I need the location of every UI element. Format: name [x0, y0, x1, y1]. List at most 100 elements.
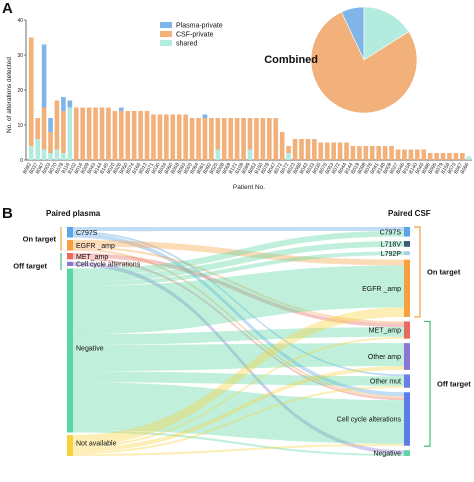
sankey-left-node — [67, 240, 73, 251]
pie-slice — [310, 11, 418, 114]
x-tick-label: B071 — [144, 162, 155, 175]
bar-segment — [427, 153, 433, 160]
sankey-link — [73, 385, 404, 454]
x-tick-label: B096 — [421, 162, 432, 175]
x-tick-label: B078 — [260, 162, 271, 175]
sankey-diagram: C797S EGFR _amp MET_amp Cell cycle alterati… — [13, 209, 471, 458]
sankey-right-node-label: EGFR _amp — [362, 286, 401, 293]
x-tick-label: B066 — [459, 162, 470, 175]
x-tick-label: B074 — [125, 162, 136, 175]
x-tick-label: B052 — [247, 162, 258, 175]
bar-segment — [363, 146, 369, 160]
sankey-link — [73, 336, 404, 448]
legend-swatch — [160, 31, 172, 37]
x-tick-label: B013 — [138, 162, 149, 175]
bar-chart-axes: 010203040B082B037B067B003B070B078B116B10… — [17, 18, 472, 175]
y-tick-label: 10 — [17, 123, 23, 129]
sankey-link — [73, 241, 404, 282]
x-tick-label: B058 — [170, 162, 181, 175]
x-tick-label: B030 — [151, 162, 162, 175]
right-off-target-label: Off target — [437, 379, 471, 388]
bar-segment — [48, 118, 53, 132]
sankey-right-node — [404, 392, 410, 446]
bar-segment — [234, 118, 240, 160]
bar-segment — [324, 142, 330, 160]
bar-segment — [164, 114, 169, 160]
x-tick-label: B079 — [434, 162, 445, 175]
sankey-right-node — [404, 321, 410, 339]
x-tick-label: B109 — [234, 162, 245, 175]
x-tick-label: B144 — [93, 162, 104, 175]
x-tick-label: B076 — [318, 162, 329, 175]
y-tick-label: 0 — [20, 158, 23, 164]
bar-segment — [447, 153, 452, 160]
x-tick-label: B095 — [427, 162, 438, 175]
bar-segment — [35, 139, 40, 160]
bar-segment — [434, 153, 439, 160]
sankey-right-node-label: Cell cycle alterations — [337, 417, 402, 424]
bar-segment — [67, 100, 73, 108]
x-tick-label: B016 — [73, 162, 84, 175]
right-on-target-label: On target — [427, 267, 461, 276]
sankey-right-node-label: Negative — [373, 451, 401, 458]
bar-segment — [209, 118, 214, 160]
sankey-link — [73, 227, 404, 232]
bar-segment — [221, 118, 227, 160]
sankey-right-node — [404, 450, 410, 456]
bar-segment — [157, 114, 163, 160]
sankey-link — [73, 257, 404, 401]
bar-segment — [466, 156, 472, 160]
bar-segment — [260, 118, 266, 160]
bar-segment — [357, 146, 362, 160]
bar-segment — [151, 114, 156, 160]
sankey-right-node-label: Other amp — [368, 354, 401, 361]
bar-segment — [408, 149, 414, 160]
x-tick-label: B067 — [35, 162, 46, 175]
sankey-left-node-label: MET_amp — [76, 254, 108, 261]
bar-segment — [247, 118, 253, 150]
sankey-left-node-label: Negative — [76, 346, 104, 353]
x-tick-label: B086 — [292, 162, 303, 175]
x-tick-label: B070 — [48, 162, 59, 175]
bar-segment — [369, 146, 375, 160]
bar-segment — [183, 114, 188, 160]
sankey-left-node-label: Not available — [76, 440, 117, 447]
bar-segment — [292, 139, 298, 160]
x-tick-label: B156 — [440, 162, 451, 175]
bar-segment — [48, 153, 53, 160]
x-tick-label: B008 — [215, 162, 226, 175]
x-tick-label: B033 — [305, 162, 316, 175]
sankey-right-node — [404, 251, 410, 256]
sankey-left-node — [67, 434, 73, 456]
bar-segment — [99, 107, 105, 160]
sankey-left-node-label: EGFR _amp — [76, 243, 115, 250]
bar-segment — [376, 146, 382, 160]
bar-segment — [41, 149, 47, 160]
bar-segment — [440, 153, 446, 160]
x-tick-label: B009 — [80, 162, 91, 175]
legend-label: CSF-private — [176, 32, 213, 39]
bar-segment — [144, 111, 150, 160]
x-tick-label: B072 — [273, 162, 284, 175]
bar-segment — [331, 142, 336, 160]
bar-segment — [202, 118, 208, 160]
sankey-right-node-label: C797S — [380, 229, 402, 236]
pie-chart: Combined — [264, 6, 418, 114]
bar-segment — [131, 111, 137, 160]
bar-segment — [228, 118, 234, 160]
bar-segment — [247, 149, 253, 160]
x-tick-label: B166 — [131, 162, 142, 175]
x-tick-label: B144 — [344, 162, 355, 175]
bar-segment — [460, 153, 465, 160]
sankey-link — [73, 443, 404, 456]
x-tick-label: B044 — [337, 162, 348, 175]
bar-segment — [395, 149, 401, 160]
legend-label: Plasma-private — [176, 23, 223, 30]
y-tick-label: 40 — [17, 18, 23, 24]
x-tick-label: B140 — [408, 162, 419, 175]
bar-segment — [305, 139, 311, 160]
bar-segment — [41, 44, 47, 108]
sankey-left-node — [67, 227, 73, 238]
sankey-left-node-label: C797S — [76, 230, 98, 237]
left-off-target-label: Off target — [13, 262, 47, 271]
